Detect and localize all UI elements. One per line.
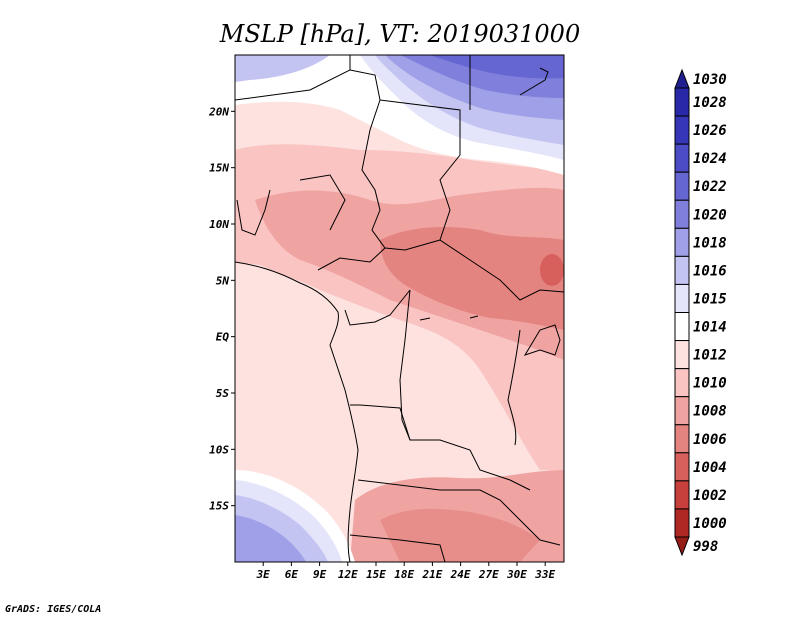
field-low-1004	[540, 254, 564, 286]
field-north-1022	[430, 55, 564, 79]
colorbar-label: 1026	[693, 123, 727, 139]
y-tick-label: 5S	[216, 387, 230, 400]
colorbar-swatch	[674, 283, 690, 313]
field-nw-1015	[235, 55, 330, 82]
plot-frame	[234, 54, 565, 563]
colorbar-swatch	[674, 452, 690, 482]
colorbar-swatch	[674, 480, 690, 510]
colorbar-swatch	[674, 340, 690, 370]
colorbar-label: 1018	[693, 235, 727, 251]
y-tick-label: 15S	[209, 500, 229, 513]
field-south-1006	[380, 508, 540, 562]
colorbar-label: 1028	[693, 95, 727, 111]
colorbar-swatch	[674, 424, 690, 454]
x-tick-label: 12E	[338, 568, 358, 581]
colorbar-swatch	[674, 396, 690, 426]
coastlines-borders	[235, 55, 564, 562]
colorbar-label: 1022	[693, 179, 727, 195]
credit-label: GrADS: IGES/COLA	[5, 604, 101, 615]
colorbar-swatch	[674, 115, 690, 145]
x-tick-label: 9E	[313, 568, 327, 581]
y-tick-label: 20N	[208, 105, 229, 118]
colorbar-swatch	[674, 508, 690, 538]
colorbar-label: 1008	[693, 404, 727, 420]
y-axis: 20N 15N 10N 5N EQ 5S 10S 15S	[208, 105, 235, 513]
chart-title: MSLP [hPa], VT: 2019031000	[219, 20, 580, 48]
colorbar-label: 1004	[693, 460, 727, 476]
plot-area	[235, 55, 564, 562]
y-tick-label: EQ	[216, 331, 230, 344]
colorbar-label: 1010	[693, 376, 727, 392]
colorbar-label: 1006	[693, 432, 727, 448]
x-tick-label: 33E	[534, 568, 555, 581]
x-tick-label: 27E	[478, 568, 499, 581]
colorbar-swatch	[674, 227, 690, 257]
colorbar-swatch	[674, 199, 690, 229]
y-tick-label: 15N	[209, 162, 229, 175]
x-tick-label: 24E	[450, 568, 471, 581]
y-tick-label: 5N	[216, 274, 230, 287]
y-tick-label: 10N	[209, 218, 229, 231]
colorbar-bottom-arrow	[674, 536, 690, 557]
colorbar-label: 1020	[693, 207, 727, 223]
colorbar-label: 1002	[693, 488, 727, 504]
colorbar-top-arrow	[674, 68, 690, 89]
y-tick-label: 10S	[209, 443, 229, 456]
x-tick-label: 6E	[285, 568, 299, 581]
colorbar-label: 1016	[693, 263, 727, 279]
x-tick-label: 15E	[366, 568, 386, 581]
colorbar-label: 1030	[693, 72, 727, 88]
colorbar-swatch	[674, 312, 690, 342]
x-tick-label: 3E	[256, 568, 271, 581]
colorbar-label: 1014	[693, 320, 727, 336]
colorbar-swatch	[674, 87, 690, 117]
field-east-1006	[380, 227, 564, 330]
colorbar: 1030 1028 1026 1024 1022 1020 1018 1016 1015 1014…	[674, 68, 727, 557]
colorbar-swatch	[674, 143, 690, 173]
colorbar-label: 998	[693, 539, 718, 555]
colorbar-swatch	[674, 255, 690, 285]
x-tick-label: 30E	[506, 568, 527, 581]
x-tick-label: 21E	[421, 568, 442, 581]
x-axis: 3E 6E 9E 12E 15E 18E 21E 24E 27E 30E 33E	[256, 562, 556, 581]
colorbar-label: 1024	[693, 151, 727, 167]
x-tick-label: 18E	[394, 568, 414, 581]
colorbar-label: 1012	[693, 348, 727, 364]
field-sw-1018	[235, 515, 306, 562]
colorbar-swatch	[674, 368, 690, 398]
colorbar-label: 1015	[693, 291, 727, 307]
colorbar-label: 1000	[693, 516, 727, 532]
colorbar-swatch	[674, 171, 690, 201]
